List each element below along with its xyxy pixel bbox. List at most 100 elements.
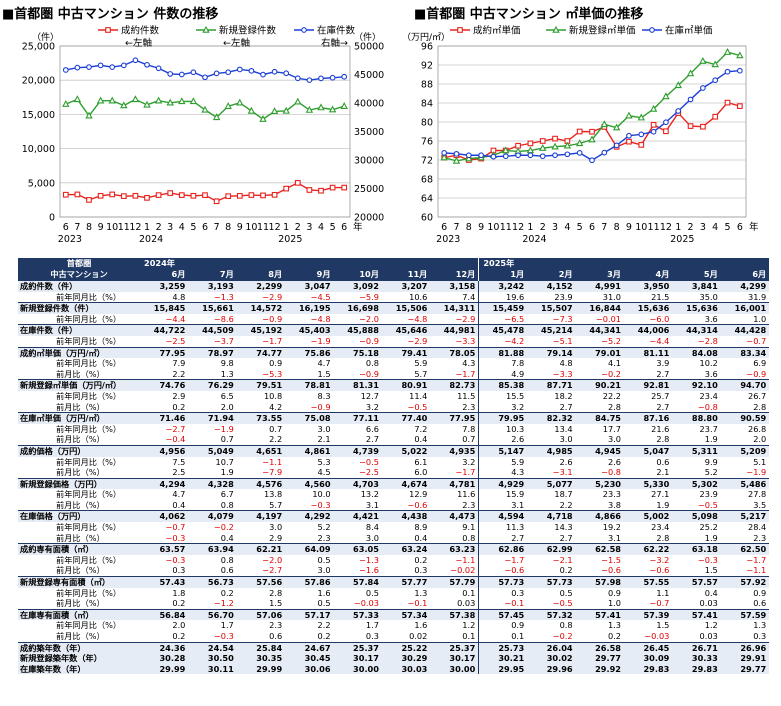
table-cell: 0.9: [607, 587, 621, 598]
table-cell: 10.2: [699, 358, 718, 369]
table-cell: 4.3: [462, 358, 476, 369]
data-point: [62, 67, 69, 73]
table-cell: 5.2: [317, 522, 331, 533]
table-cell: 35.0: [699, 291, 718, 302]
data-point: [271, 191, 278, 198]
table-cell: 25.2: [699, 522, 718, 533]
x-tick-label: 10: [487, 222, 499, 233]
table-cell: 5,098: [672, 510, 721, 523]
table-cell: 0.6: [656, 456, 670, 467]
corner-label-1: 首都圏: [18, 258, 140, 269]
table-cell: 2.9: [269, 532, 283, 543]
table-subrow: 前年同月比（%） −4.4 −8.6 −0.9 −4.8 −2.0 −4.8 −2.9 −6.5…: [18, 313, 769, 325]
table-cell: 8.9: [414, 522, 428, 533]
data-point: [74, 191, 81, 198]
table-cell: 4,956: [140, 444, 189, 457]
data-point: [588, 135, 596, 143]
row-label: 新規登録専有面積（㎡）: [18, 576, 140, 588]
table-cell: −4.4: [165, 313, 186, 324]
table-cell: 92.81: [624, 379, 673, 391]
table-cell: 5,486: [720, 477, 770, 490]
table-cell: 3,950: [624, 279, 673, 292]
table-cell: 25.37: [333, 641, 382, 654]
table-cell: 30.45: [285, 653, 334, 664]
table-cell: 25.84: [236, 641, 286, 654]
y-right-tick-label: 20000: [354, 213, 384, 224]
table-cell: −1.3: [359, 554, 379, 565]
table-cell: 7.8: [478, 358, 528, 369]
table-cell: 1.0: [753, 313, 767, 324]
table-cell: 57.32: [527, 608, 576, 621]
table-cell: 1.6: [317, 587, 331, 598]
table-cell: 4,866: [575, 510, 624, 523]
table-cell: −1.2: [213, 598, 234, 609]
table-cell: 0.2: [172, 598, 186, 609]
table-cell: 11.3: [478, 522, 528, 533]
table-cell: 5,002: [624, 510, 673, 523]
table-cell: 4.5: [317, 467, 331, 478]
table-cell: 2.3: [317, 532, 331, 543]
table-cell: 71.94: [188, 412, 237, 424]
table-cell: 0.3: [753, 631, 767, 641]
table-cell: 5.7: [414, 368, 428, 379]
table-cell: 2.3: [462, 401, 476, 412]
table-cell: 0.9: [753, 587, 767, 598]
data-point: [86, 64, 92, 70]
table-cell: −0.6: [478, 565, 528, 577]
row-label: 成約価格（万円）: [18, 444, 140, 457]
table-cell: −0.1: [478, 598, 528, 610]
table-cell: 26.8: [747, 423, 767, 434]
table-cell: 4,739: [333, 444, 382, 457]
x-tick-label: 2: [295, 222, 301, 233]
table-cell: 57.77: [381, 576, 431, 588]
table-cell: 13.2: [360, 489, 379, 500]
series-0: [441, 99, 743, 163]
data-point: [143, 100, 151, 108]
table-subrow: 前年同月比（%） 4.7 6.7 13.8 10.0 13.2 12.9 11.6 15.9 18…: [18, 489, 769, 500]
table-cell: 57.98: [575, 576, 624, 588]
table-cell: 4,294: [140, 477, 189, 490]
year-2025-header: 2025年: [478, 258, 770, 269]
table-cell: 1.9: [656, 499, 670, 510]
legend-label: 成約㎡単価: [473, 25, 521, 37]
table-cell: 4,152: [527, 279, 576, 292]
table-cell: 57.17: [285, 608, 334, 621]
table-cell: 63.24: [381, 543, 431, 555]
table-cell: 6.0: [414, 467, 428, 478]
data-point: [86, 197, 92, 203]
data-point: [626, 132, 632, 139]
x-tick-label: 2: [688, 222, 694, 233]
table-cell: 6.6: [365, 423, 379, 434]
data-point: [687, 123, 694, 129]
table-cell: 30.17: [430, 653, 479, 664]
data-point: [294, 180, 301, 186]
table-cell: 29.77: [575, 653, 624, 664]
data-point: [453, 150, 460, 157]
table-cell: 15,506: [381, 302, 431, 314]
table-cell: −1.7: [746, 554, 767, 565]
table-cell: 57.39: [624, 608, 673, 621]
table-cell: −0.3: [697, 554, 718, 565]
left-chart-title: ■首都圏 中古マンション 件数の推移: [2, 7, 219, 22]
data-point: [663, 119, 669, 126]
table-cell: 3.0: [607, 434, 621, 445]
table-cell: 3,092: [333, 279, 382, 292]
data-point: [190, 69, 197, 76]
table-cell: 8.3: [317, 390, 331, 401]
row-label: 在庫㎡単価（万円/㎡）: [18, 412, 140, 424]
table-cell: 75.08: [285, 412, 334, 424]
table-cell: 62.86: [478, 543, 528, 555]
table-cell: 0.03: [457, 598, 476, 609]
table-cell: −0.9: [310, 401, 331, 412]
table-cell: 0.5: [559, 587, 573, 598]
table-cell: 83.34: [720, 346, 770, 359]
table-cell: 81.31: [333, 379, 382, 391]
table-cell: 1.6: [414, 620, 428, 631]
table-cell: 1.9: [704, 434, 718, 445]
data-point: [515, 152, 521, 159]
table-cell: −4.8: [407, 313, 428, 324]
data-point: [465, 152, 472, 159]
table-cell: 5.1: [753, 456, 767, 467]
table-cell: 78.05: [430, 346, 479, 359]
table-cell: 77.11: [333, 412, 382, 424]
